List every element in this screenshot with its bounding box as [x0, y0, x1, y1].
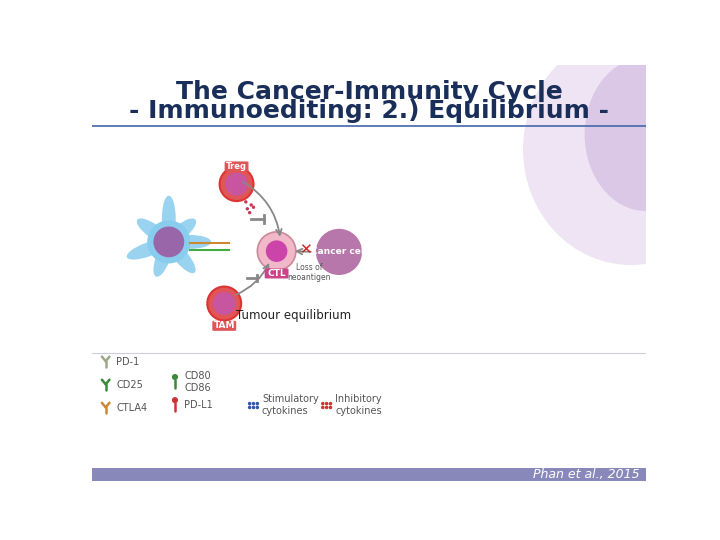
Ellipse shape: [523, 34, 720, 265]
Text: PD-L1: PD-L1: [184, 400, 213, 410]
Ellipse shape: [168, 218, 196, 243]
Circle shape: [257, 232, 296, 271]
Text: Stimulatory
cytokines: Stimulatory cytokines: [262, 394, 319, 416]
Text: Cancer cell: Cancer cell: [311, 247, 367, 256]
Circle shape: [252, 206, 255, 209]
Ellipse shape: [168, 241, 196, 273]
Circle shape: [256, 402, 259, 406]
Circle shape: [325, 402, 328, 406]
Circle shape: [329, 402, 332, 406]
Circle shape: [266, 240, 287, 262]
Circle shape: [248, 406, 251, 409]
Circle shape: [207, 287, 241, 320]
Text: CTLA4: CTLA4: [117, 403, 148, 413]
Text: CTL: CTL: [267, 269, 286, 278]
Text: Inhibitory
cytokines: Inhibitory cytokines: [335, 394, 382, 416]
Circle shape: [225, 173, 248, 195]
Ellipse shape: [162, 195, 176, 242]
Circle shape: [172, 374, 178, 380]
Text: Phan et al., 2015: Phan et al., 2015: [534, 468, 640, 481]
Text: CD25: CD25: [117, 380, 143, 390]
Circle shape: [148, 220, 190, 264]
Text: Tumour equilibrium: Tumour equilibrium: [236, 308, 351, 321]
Ellipse shape: [320, 235, 356, 269]
Circle shape: [256, 406, 259, 409]
Ellipse shape: [585, 57, 708, 211]
FancyBboxPatch shape: [265, 268, 289, 279]
Text: PD-1: PD-1: [117, 357, 140, 367]
Circle shape: [325, 406, 328, 409]
Ellipse shape: [153, 242, 171, 277]
Text: - Immunoediting: 2.) Equilibrium -: - Immunoediting: 2.) Equilibrium -: [129, 99, 609, 123]
FancyBboxPatch shape: [212, 321, 236, 331]
Text: TAM: TAM: [214, 321, 235, 330]
Circle shape: [252, 402, 256, 406]
Circle shape: [244, 200, 248, 204]
Circle shape: [321, 406, 325, 409]
Circle shape: [220, 167, 253, 201]
Text: ✕: ✕: [300, 242, 312, 257]
Circle shape: [248, 211, 251, 214]
Circle shape: [250, 203, 253, 207]
Circle shape: [246, 207, 249, 211]
Text: CD80
CD86: CD80 CD86: [184, 371, 211, 393]
Circle shape: [172, 397, 178, 403]
Ellipse shape: [320, 233, 356, 271]
Text: Loss of
neoantigen: Loss of neoantigen: [287, 262, 330, 282]
Circle shape: [252, 406, 256, 409]
Ellipse shape: [318, 234, 359, 269]
Circle shape: [321, 402, 325, 406]
Circle shape: [329, 406, 332, 409]
FancyBboxPatch shape: [92, 468, 647, 481]
Circle shape: [248, 402, 251, 406]
Ellipse shape: [127, 240, 169, 260]
FancyBboxPatch shape: [225, 161, 248, 171]
Circle shape: [316, 229, 362, 275]
Ellipse shape: [322, 234, 355, 269]
Text: The Cancer-Immunity Cycle: The Cancer-Immunity Cycle: [176, 80, 562, 104]
Ellipse shape: [168, 235, 211, 249]
Ellipse shape: [137, 219, 169, 244]
Circle shape: [212, 292, 235, 315]
Circle shape: [153, 226, 184, 257]
Text: Treg: Treg: [226, 162, 247, 171]
